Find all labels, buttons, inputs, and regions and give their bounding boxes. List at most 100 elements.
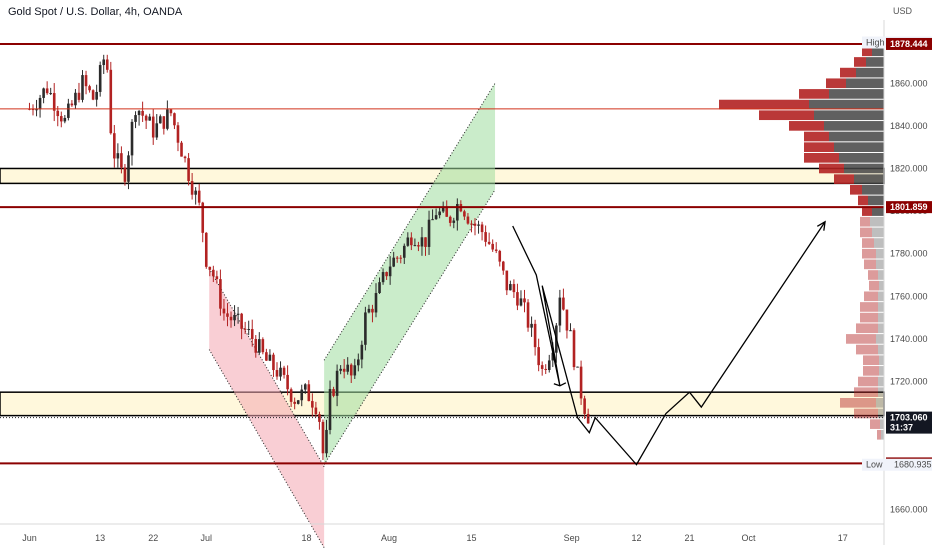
candle-body-95 [364,312,367,345]
candle-body-115 [434,215,438,220]
price-tag-bg-3 [886,411,932,434]
candle-body-52 [212,269,215,277]
candle-body-111 [420,237,424,247]
candle-body-150 [558,297,562,326]
profile-red-24 [860,302,878,312]
candle-body-107 [406,237,410,246]
price-tag-bg-5 [862,458,932,471]
candle-body-119 [448,216,452,223]
axis-layer: 1660.0001680.0001700.0001720.0001740.000… [0,20,928,545]
candle-body-99 [378,282,381,294]
profile-dark-20 [876,259,884,270]
candle-body-84 [325,429,328,454]
candle-body-34 [148,116,151,121]
y-tick-label-0: 1660.000 [890,504,928,514]
candle-body-2 [35,109,38,111]
profile-red-13 [850,184,862,195]
currency-label: USD [893,6,913,16]
candle-body-123 [463,211,466,217]
candle-body-18 [91,90,95,100]
candle-body-130 [487,241,491,244]
y-tick-label-8: 1820.000 [890,163,928,173]
candle-body-69 [272,354,275,371]
levels-layer [0,42,884,465]
profile-dark-18 [874,238,884,248]
candle-body-25 [116,153,120,159]
candle-body-38 [162,116,166,129]
profile-red-19 [862,248,876,259]
candle-body-139 [519,298,523,306]
profile-red-6 [759,110,814,121]
candle-body-137 [512,284,516,293]
candle-body-48 [197,190,201,203]
candle-body-45 [187,158,190,182]
candle-body-20 [98,65,102,92]
candle-body-143 [533,323,537,348]
profile-dark-36 [881,429,884,440]
candle-body-11 [67,103,70,118]
profile-red-7 [789,121,824,131]
zone-1 [0,391,885,417]
profile-dark-17 [872,227,884,238]
profile-dark-12 [854,174,884,184]
candle-body-92 [353,365,357,376]
y-tick-label-5: 1760.000 [890,291,928,301]
profile-red-11 [819,163,844,174]
x-tick-label-10: Oct [741,533,756,543]
candle-body-147 [547,360,551,370]
profile-dark-23 [878,291,884,302]
projection-mid-arrowhead [553,382,567,387]
x-tick-label-9: 21 [685,533,695,543]
profile-red-30 [863,366,879,376]
candle-body-113 [427,219,431,247]
candle-body-59 [236,313,240,315]
candle-body-100 [381,272,385,283]
candle-body-157 [583,398,586,414]
profile-red-15 [862,206,872,216]
candle-body-77 [300,389,304,401]
x-tick-label-5: Aug [381,533,397,543]
candle-body-16 [84,75,88,87]
candle-body-29 [130,121,134,156]
candle-body-145 [540,365,544,369]
profile-red-20 [864,259,876,270]
price-tag-value-3: 1703.060 [890,413,928,423]
candle-body-68 [268,354,272,361]
y-tick-label-9: 1840.000 [890,121,928,131]
profile-dark-6 [814,110,884,121]
profile-red-32 [854,387,878,397]
profile-red-10 [804,153,839,163]
profile-dark-0 [872,46,884,57]
candle-body-10 [63,117,67,122]
candle-body-103 [392,257,395,267]
profile-red-16 [860,216,870,227]
candle-body-96 [367,308,371,313]
profile-dark-28 [878,344,884,355]
candle-body-8 [56,110,60,117]
candle-body-6 [49,93,52,95]
x-tick-label-8: 12 [631,533,641,543]
profile-red-25 [860,312,878,323]
x-tick-label-4: 18 [301,533,311,543]
profile-red-17 [860,227,872,238]
profile-dark-3 [846,78,884,89]
y-tick-label-6: 1780.000 [890,249,928,259]
price-tag-value-1: 1878.444 [890,39,928,49]
profile-dark-7 [824,121,884,131]
candle-body-63 [250,329,254,339]
candle-body-136 [509,284,512,291]
profile-red-5 [719,99,809,110]
candle-body-126 [473,223,477,226]
profile-dark-22 [879,280,884,291]
down-channel-fill [209,268,325,548]
profile-dark-29 [879,355,884,366]
candle-body-127 [477,224,480,226]
down-channel-lower [208,349,325,548]
candle-body-88 [339,368,342,371]
candle-body-65 [258,339,261,353]
price-tag-label-0: High [866,38,885,48]
profile-dark-1 [866,57,884,67]
candle-body-91 [349,364,353,376]
candle-body-3 [38,97,42,110]
